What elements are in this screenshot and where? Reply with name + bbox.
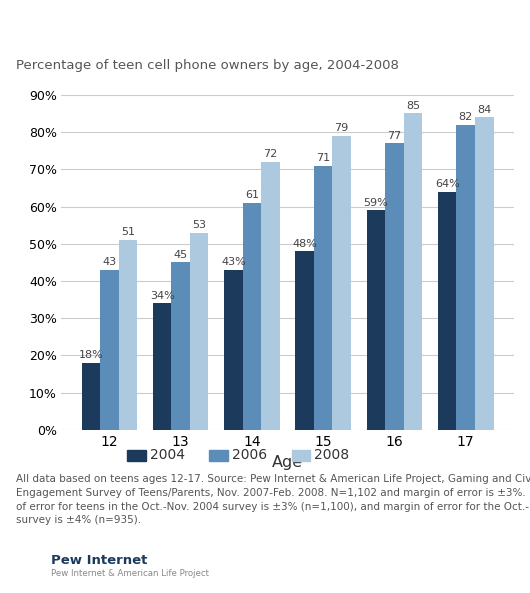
Circle shape <box>21 551 31 563</box>
Bar <box>171 263 190 430</box>
Text: Older teens more likely to own cell phones: Older teens more likely to own cell phon… <box>16 33 520 53</box>
Text: 2008: 2008 <box>314 448 349 462</box>
Text: 51: 51 <box>121 228 135 237</box>
Bar <box>190 232 208 430</box>
Text: 59%: 59% <box>364 197 388 208</box>
X-axis label: Age: Age <box>272 455 303 470</box>
Text: 72: 72 <box>263 149 278 160</box>
Text: 34%: 34% <box>149 291 174 301</box>
Text: Pew Internet: Pew Internet <box>51 554 147 567</box>
Bar <box>224 270 243 430</box>
Bar <box>367 211 385 430</box>
Bar <box>100 270 119 430</box>
Bar <box>261 162 280 430</box>
Bar <box>314 165 332 430</box>
Text: 43: 43 <box>102 257 117 267</box>
Text: 61: 61 <box>245 190 259 200</box>
Text: 79: 79 <box>334 123 349 133</box>
Bar <box>119 240 137 430</box>
Bar <box>243 203 261 430</box>
Text: Pew Internet & American Life Project: Pew Internet & American Life Project <box>51 569 209 578</box>
Text: 45: 45 <box>173 250 188 260</box>
Text: 2004: 2004 <box>150 448 185 462</box>
Text: 71: 71 <box>316 153 330 163</box>
Bar <box>404 113 422 430</box>
Bar <box>153 304 171 430</box>
Text: 84: 84 <box>477 104 491 114</box>
Text: 43%: 43% <box>221 257 246 267</box>
Bar <box>82 363 100 430</box>
Bar <box>456 125 475 430</box>
Text: 2006: 2006 <box>232 448 267 462</box>
Text: Percentage of teen cell phone owners by age, 2004-2008: Percentage of teen cell phone owners by … <box>16 59 399 72</box>
Text: 82: 82 <box>458 112 473 122</box>
Bar <box>295 251 314 430</box>
Text: 53: 53 <box>192 220 206 230</box>
Bar <box>332 136 351 430</box>
Text: 77: 77 <box>387 130 402 141</box>
Text: All data based on teens ages 12-17. Source: Pew Internet & American Life Project: All data based on teens ages 12-17. Sour… <box>16 474 530 525</box>
Text: 18%: 18% <box>78 350 103 361</box>
Text: 85: 85 <box>406 101 420 111</box>
Text: 48%: 48% <box>292 238 317 248</box>
Bar <box>475 117 493 430</box>
Text: 64%: 64% <box>435 179 460 189</box>
Bar <box>385 144 404 430</box>
Bar <box>438 192 456 430</box>
